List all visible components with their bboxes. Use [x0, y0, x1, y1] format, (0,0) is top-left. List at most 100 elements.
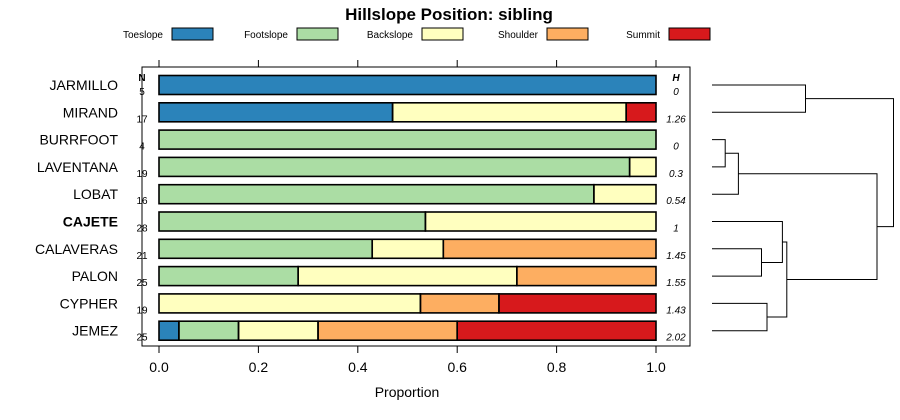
dendrogram-branch — [738, 173, 878, 281]
dendrogram-branch — [712, 248, 762, 277]
legend-swatch-summit — [668, 27, 711, 41]
bar-segment-footslope — [159, 130, 656, 150]
x-tick-label: 0.4 — [348, 359, 368, 375]
h-label: 1.45 — [666, 251, 686, 262]
n-label: 25 — [136, 278, 148, 289]
bar-segment-backslope — [593, 184, 656, 204]
plot-frame — [141, 66, 691, 347]
legend: Toeslope Footslope Backslope Shoulder Summit — [123, 27, 711, 41]
n-labels: 5 17 4 19 16 28 21 25 19 25 — [136, 87, 148, 344]
dendrogram-branch — [805, 98, 894, 228]
h-header: H — [672, 73, 680, 84]
legend-label-backslope: Backslope — [367, 30, 414, 41]
x-tick-label: 0.8 — [547, 359, 567, 375]
bar-segment-summit — [457, 321, 656, 341]
bar-row-jarmillo — [158, 74, 657, 96]
n-label: 19 — [136, 305, 148, 316]
legend-label-toeslope: Toeslope — [123, 30, 163, 41]
bar-segment-backslope — [372, 239, 444, 259]
bar-segment-shoulder — [516, 266, 656, 286]
bar-row-lobat — [158, 183, 657, 205]
n-label: 28 — [136, 224, 148, 235]
n-label: 25 — [136, 333, 148, 344]
bars — [158, 74, 657, 342]
bar-segment-toeslope — [159, 102, 393, 122]
category-label: CAJETE — [63, 214, 118, 230]
n-label: 5 — [139, 87, 145, 98]
bar-segment-outline — [625, 102, 657, 123]
bar-segment-outline — [593, 183, 657, 205]
bar-row-laventana — [158, 156, 657, 178]
bar-segment-backslope — [159, 293, 421, 313]
legend-swatch-backslope — [421, 27, 464, 41]
legend-label-footslope: Footslope — [244, 30, 288, 41]
legend-swatch-toeslope — [171, 27, 214, 41]
bar-segment-backslope — [392, 102, 627, 122]
n-label: 16 — [136, 196, 148, 207]
bar-row-cajete — [158, 211, 657, 232]
bar-row-jemez — [158, 320, 657, 342]
legend-swatch-shoulder — [546, 27, 589, 41]
bar-segment-backslope — [238, 321, 319, 341]
dendrogram-branch — [712, 84, 806, 113]
n-label: 17 — [136, 114, 148, 125]
category-label: CALAVERAS — [35, 241, 118, 257]
category-label: MIRAND — [63, 104, 118, 120]
category-label: JARMILLO — [50, 77, 119, 93]
bar-segment-outline — [158, 129, 657, 150]
dendrogram — [712, 84, 894, 332]
h-label: 1 — [673, 224, 679, 235]
bar-row-calaveras — [158, 238, 657, 260]
legend-label-summit: Summit — [626, 30, 660, 41]
n-header: N — [138, 73, 145, 84]
dendrogram-branch — [712, 221, 783, 263]
x-tick-label: 0.6 — [447, 359, 467, 375]
bar-segment-footslope — [159, 212, 426, 231]
chart-title: Hillslope Position: sibling — [345, 5, 553, 24]
h-label: 0 — [673, 142, 679, 153]
h-label: 0.54 — [666, 196, 686, 207]
category-label: PALON — [72, 268, 118, 284]
bar-segment-backslope — [298, 266, 517, 286]
x-axis-title: Proportion — [375, 384, 440, 400]
bar-segment-summit — [498, 293, 656, 313]
dendrogram-branch — [767, 241, 788, 318]
category-label: LOBAT — [73, 186, 118, 202]
bar-row-mirand — [158, 102, 657, 123]
h-labels: 0 1.26 0 0.3 0.54 1 1.45 1.55 1.43 2.02 — [665, 87, 686, 344]
category-label: JEMEZ — [72, 323, 118, 339]
bar-segment-summit — [626, 102, 656, 122]
category-labels: JARMILLO MIRAND BURRFOOT LAVENTANA LOBAT CAJE… — [35, 77, 119, 339]
bar-segment-backslope — [425, 212, 656, 231]
x-axis: 0.0 0.2 0.4 0.6 0.8 1.0 — [149, 60, 666, 375]
bar-segment-shoulder — [318, 321, 458, 341]
category-label: LAVENTANA — [37, 159, 119, 175]
h-label: 1.43 — [666, 305, 686, 316]
dendrogram-branch — [712, 302, 768, 332]
h-label: 0.3 — [669, 169, 683, 180]
n-label: 21 — [136, 251, 148, 262]
h-label: 0 — [673, 87, 679, 98]
x-tick-label: 0.2 — [249, 359, 269, 375]
h-label: 1.55 — [666, 278, 686, 289]
bar-segment-shoulder — [420, 293, 499, 313]
bar-segment-outline — [456, 320, 657, 342]
bar-segment-outline — [516, 265, 657, 287]
legend-label-shoulder: Shoulder — [498, 30, 539, 41]
h-label: 2.02 — [665, 333, 686, 344]
bar-segment-footslope — [159, 239, 373, 259]
bar-segment-outline — [158, 74, 657, 96]
bar-row-cypher — [158, 293, 657, 314]
n-label: 19 — [136, 169, 148, 180]
x-tick-label: 1.0 — [646, 359, 666, 375]
bar-segment-footslope — [159, 184, 594, 204]
bar-segment-outline — [628, 156, 657, 178]
bar-segment-shoulder — [443, 239, 656, 259]
h-label: 1.26 — [666, 114, 686, 125]
bar-segment-toeslope — [159, 321, 179, 341]
bar-segment-outline — [442, 238, 657, 260]
bar-segment-toeslope — [159, 75, 656, 95]
category-label: CYPHER — [60, 295, 118, 311]
bar-segment-footslope — [159, 266, 299, 286]
category-label: BURRFOOT — [39, 132, 118, 148]
